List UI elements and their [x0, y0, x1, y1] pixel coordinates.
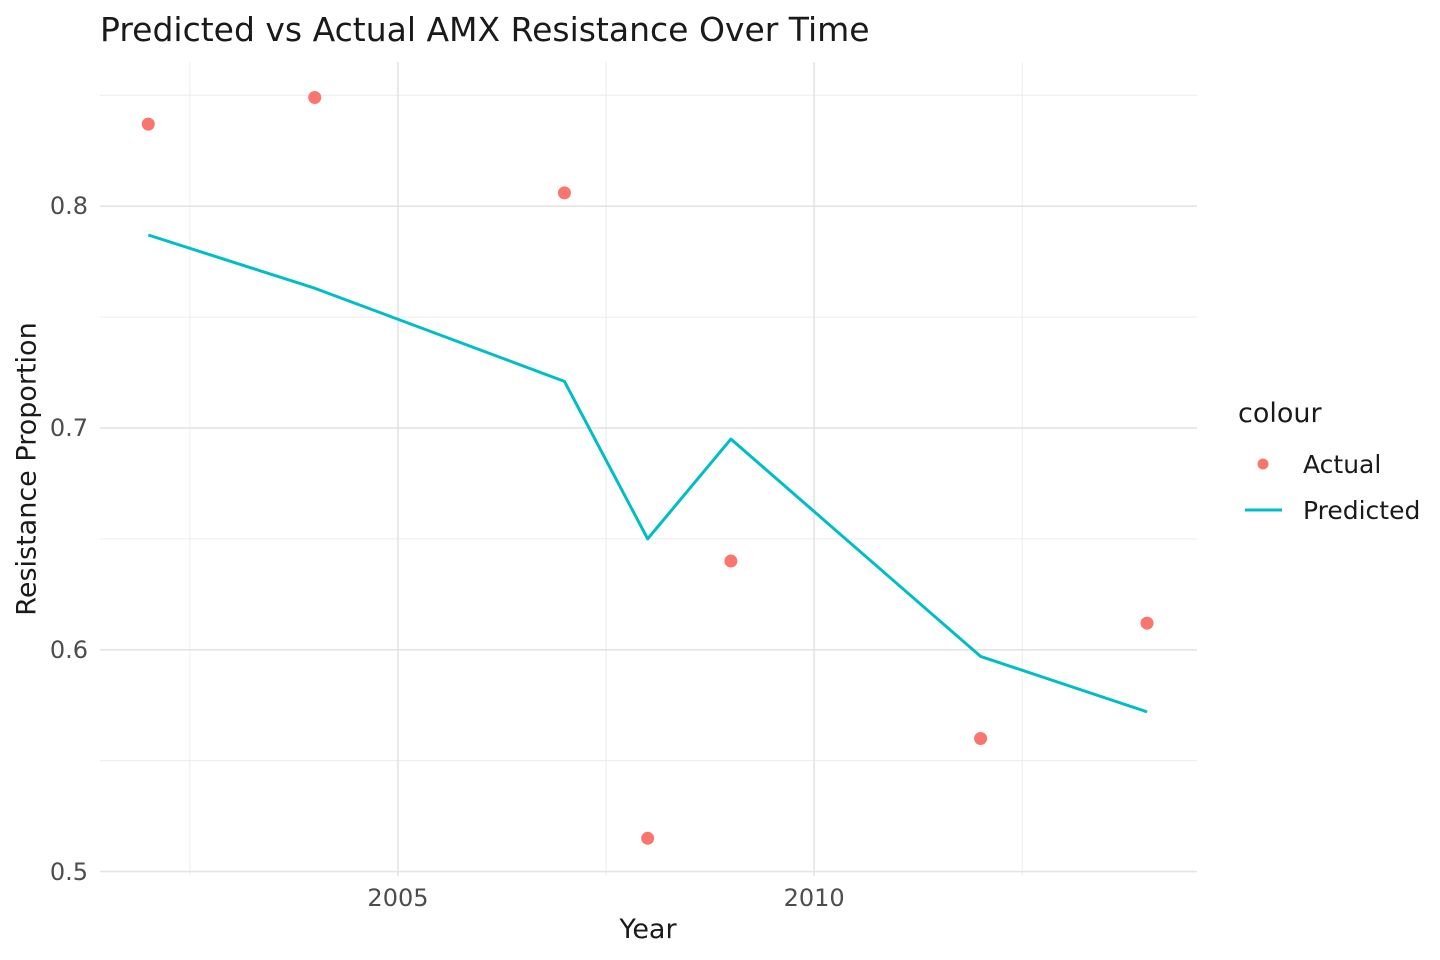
- y-tick-label: 0.7: [49, 413, 88, 442]
- legend-title: colour: [1238, 398, 1322, 429]
- predicted-line-icon: [1245, 508, 1282, 512]
- legend: colour Actual Predicted: [1238, 398, 1420, 533]
- y-axis-title: Resistance Proportion: [11, 322, 43, 616]
- legend-label-actual: Actual: [1303, 449, 1382, 479]
- actual-point: [141, 117, 155, 131]
- x-tick-label: 2010: [783, 884, 845, 912]
- chart-title: Predicted vs Actual AMX Resistance Over …: [100, 10, 870, 49]
- legend-key-actual: [1238, 446, 1288, 482]
- actual-point: [974, 731, 988, 745]
- x-tick-label: 2005: [367, 884, 429, 912]
- y-tick-label: 0.8: [49, 192, 88, 221]
- legend-key-predicted: [1238, 492, 1288, 528]
- legend-entry-predicted: Predicted: [1238, 487, 1420, 533]
- actual-point: [724, 554, 738, 568]
- predicted-line: [147, 233, 1148, 714]
- legend-label-predicted: Predicted: [1303, 495, 1421, 525]
- actual-point: [641, 831, 655, 845]
- y-tick-label: 0.6: [49, 635, 88, 664]
- legend-entry-actual: Actual: [1238, 441, 1420, 487]
- actual-point: [557, 186, 571, 200]
- actual-point: [1140, 616, 1154, 630]
- x-axis-title: Year: [619, 914, 677, 945]
- actual-point: [308, 90, 322, 104]
- y-tick-label: 0.5: [49, 857, 88, 886]
- actual-point-icon: [1257, 458, 1269, 470]
